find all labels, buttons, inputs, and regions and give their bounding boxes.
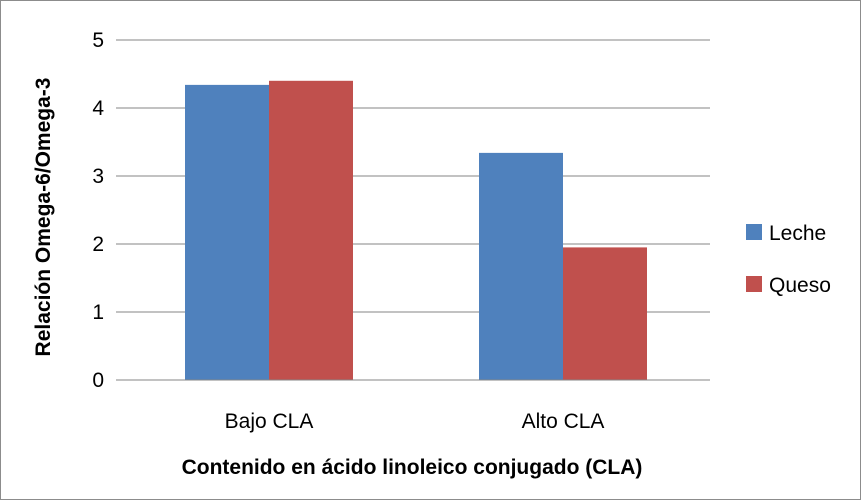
legend-label-leche: Leche (769, 222, 826, 245)
legend-label-queso: Queso (769, 274, 831, 297)
x-tick-label: Bajo CLA (225, 410, 314, 433)
x-axis-ticks: Bajo CLA Alto CLA (225, 410, 605, 433)
bars (185, 80, 647, 381)
y-tick-label: 0 (92, 369, 104, 392)
y-tick-label: 2 (92, 233, 104, 256)
y-tick-label: 5 (92, 29, 104, 52)
bar-queso (269, 80, 353, 381)
y-tick-label: 4 (92, 97, 104, 120)
y-axis-ticks: 0 1 2 3 4 5 (92, 29, 122, 392)
legend: Leche Queso (746, 222, 831, 297)
x-tick-label: Alto CLA (522, 410, 605, 433)
legend-swatch-leche (746, 224, 762, 240)
bar-queso (563, 247, 647, 380)
legend-swatch-queso (746, 276, 762, 292)
y-tick-label: 3 (92, 165, 104, 188)
y-axis-title: Relación Omega-6/Omega-3 (32, 78, 55, 357)
bar-leche (185, 84, 269, 380)
y-tick-label: 1 (92, 301, 104, 324)
x-axis-title: Contenido en ácido linoleico conjugado (… (182, 456, 643, 479)
bar-leche (479, 152, 563, 380)
